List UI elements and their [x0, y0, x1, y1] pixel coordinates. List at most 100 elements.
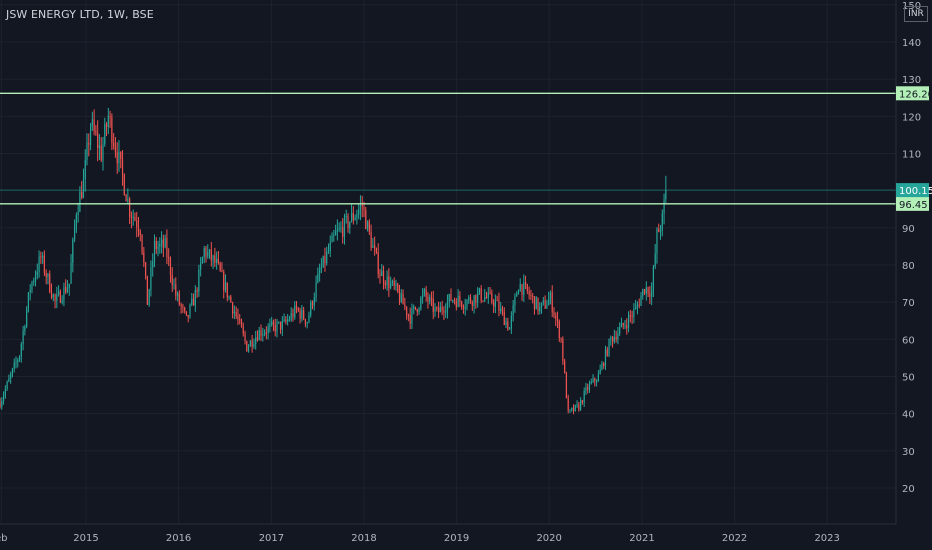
candle-body: [640, 295, 642, 306]
candle-body: [390, 282, 392, 289]
currency-badge[interactable]: INR: [904, 6, 928, 22]
candle-body: [501, 308, 504, 312]
candle-body: [549, 292, 552, 300]
candle-body: [468, 297, 470, 301]
candle-body: [423, 289, 425, 295]
candle-body: [134, 216, 136, 221]
candle-body: [421, 294, 424, 299]
candle-body: [285, 319, 287, 322]
candle-body: [436, 307, 438, 309]
y-tick-label: 110: [902, 150, 921, 161]
candle-body: [610, 337, 612, 340]
candle-body: [246, 341, 248, 352]
candle-body: [120, 151, 122, 159]
candle-body: [475, 295, 477, 303]
candle-body: [606, 349, 608, 356]
candle-body: [665, 190, 667, 200]
candle-body: [129, 199, 131, 217]
candle-body: [255, 337, 257, 344]
candle-body: [287, 319, 289, 322]
candle-body: [253, 343, 255, 347]
candle-body: [38, 256, 40, 272]
candle-body: [363, 206, 365, 211]
candle-body: [347, 215, 349, 229]
candle-body: [564, 360, 566, 373]
candle-body: [406, 306, 408, 315]
candle-body: [636, 304, 639, 307]
candle-body: [560, 338, 562, 340]
grid: [0, 0, 896, 524]
candle-body: [340, 227, 342, 229]
candle-body: [519, 284, 521, 291]
candle-body: [105, 124, 108, 127]
candle-body: [466, 300, 468, 307]
candle-body: [86, 143, 88, 160]
candle-body: [239, 319, 241, 321]
y-tick-label: 70: [902, 298, 915, 309]
candle-body: [572, 408, 575, 412]
candle-body: [269, 324, 271, 327]
candle-body: [34, 275, 37, 281]
candle-body: [43, 255, 46, 273]
candle-body: [336, 229, 338, 232]
candle-body: [187, 315, 189, 317]
candle-body: [384, 282, 386, 286]
candle-body: [107, 115, 109, 127]
candle-body: [18, 356, 21, 361]
candle-body: [173, 284, 175, 286]
price-axis[interactable]: 2030405060708090110120130140150126.2096.…: [895, 0, 932, 550]
candle-body: [224, 282, 227, 291]
candle-body: [631, 316, 633, 318]
candle-body: [320, 266, 322, 271]
candle-body: [638, 304, 640, 306]
candle-body: [27, 292, 30, 310]
candle-body: [439, 306, 441, 313]
last-price-label-bg: [896, 183, 929, 198]
candle-body: [464, 306, 466, 309]
candle-body: [603, 363, 605, 366]
candle-body: [91, 119, 93, 127]
candle-body: [63, 286, 65, 301]
candle-body: [461, 301, 463, 307]
candle-body: [137, 226, 140, 232]
candle-body: [539, 307, 541, 312]
candle-body: [276, 322, 278, 332]
candle-body: [139, 231, 141, 235]
candle-body: [469, 297, 472, 303]
candle-body: [226, 282, 228, 298]
candle-body: [416, 309, 418, 312]
candle-body: [281, 320, 283, 330]
time-axis[interactable]: eb 2015 2016 2017 2018 2019 2020 2021 2022 2023: [0, 523, 896, 550]
candle-body: [544, 300, 546, 309]
x-tick-label: 2022: [722, 533, 747, 544]
candle-body: [192, 298, 195, 306]
candle-body: [523, 282, 525, 295]
candle-body: [601, 363, 603, 370]
y-tick-label: 50: [902, 373, 915, 384]
candle-body: [580, 400, 582, 410]
candle-body: [400, 293, 402, 303]
candle-body: [558, 321, 560, 339]
candle-body: [530, 295, 532, 297]
candle-body: [574, 404, 576, 412]
y-tick-label: 140: [902, 38, 921, 49]
x-tick-label: 2019: [444, 533, 469, 544]
candle-body: [578, 404, 580, 410]
candle-body: [265, 332, 267, 334]
candle-body: [437, 307, 440, 313]
candle-body: [95, 130, 97, 134]
candle-body: [88, 143, 90, 145]
candle-body: [508, 327, 511, 330]
level-label-bg: [896, 86, 929, 101]
candle-body: [327, 251, 330, 253]
candle-body: [303, 309, 305, 320]
candle-body: [81, 191, 83, 198]
candle-body: [629, 315, 631, 317]
candle-body: [297, 308, 299, 311]
candle-body: [388, 276, 390, 289]
candle-body: [121, 158, 124, 175]
candle-body: [65, 286, 67, 293]
candle-body: [333, 235, 335, 237]
level-label: 96.45: [899, 200, 928, 211]
